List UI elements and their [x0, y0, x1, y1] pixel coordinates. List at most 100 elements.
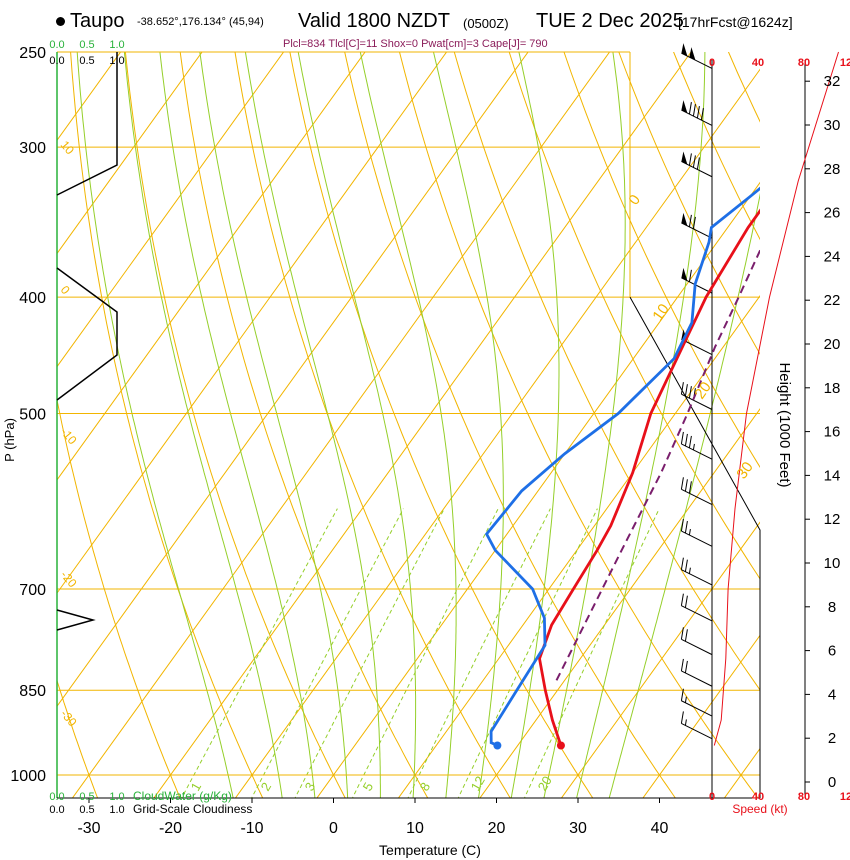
- wind-barb-staff: [681, 700, 713, 717]
- moist-adiabat-line: [543, 52, 626, 798]
- dry-adiabats: [57, 31, 850, 801]
- wind-barb-flag: [681, 212, 688, 226]
- sounding-series: [484, 186, 760, 750]
- isotherms: [57, 52, 760, 798]
- height-tick-label: 12: [824, 511, 841, 528]
- dry-adiabat-line: [618, 52, 760, 356]
- wind-barb-staff: [681, 109, 713, 126]
- pressure-tick-label: 300: [19, 140, 46, 157]
- mixing-ratio-lines: [181, 508, 660, 798]
- wind-barb-full: [688, 386, 692, 399]
- wind-barb-full: [696, 157, 700, 170]
- moist-adiabat-line: [159, 52, 316, 798]
- pressure-tick-label: 700: [19, 582, 46, 599]
- cloudiness-upper: [56, 52, 118, 196]
- pressure-tick-label: 400: [19, 290, 46, 307]
- wind-barb-staff: [681, 569, 713, 586]
- wind-barb-flag: [689, 47, 696, 61]
- moist-adiabat-line: [244, 52, 381, 798]
- isotherm-line: [71, 52, 611, 798]
- cloud-tick-top-black: 1.0: [109, 55, 124, 67]
- valid-zulu: (0500Z): [463, 16, 509, 31]
- cloud-tick-bottom-green: 0.5: [79, 791, 94, 803]
- speed-tick-label-bottom: 12: [840, 791, 850, 803]
- wind-barb-flag: [681, 43, 688, 57]
- mixing-ratio-label: 5: [360, 780, 377, 794]
- moist-adiabat-line: [608, 192, 760, 798]
- height-tick-label: 4: [828, 686, 836, 703]
- moist-adiabat-line: [432, 52, 504, 798]
- wind-barb-staff: [681, 638, 713, 656]
- speed-tick-label-top: 12: [840, 57, 850, 69]
- wind-barb-full: [684, 479, 688, 492]
- speed-axis-label: Speed (kt): [732, 802, 787, 816]
- series-temperature-line: [538, 208, 760, 746]
- dry-adiabat-line: [453, 52, 760, 691]
- wind-barb-full: [684, 559, 688, 572]
- wind-barb-full: [680, 658, 684, 672]
- title-row: Taupo -38.652°,176.134° (45,94) Valid 18…: [0, 6, 850, 38]
- isotherm-line: [153, 52, 692, 798]
- wind-barb-full: [684, 595, 688, 608]
- dry-adiabat-line: [508, 52, 760, 580]
- wind-panel-border: [629, 296, 761, 798]
- cloud-tick-bottom-black: 0.5: [79, 804, 94, 816]
- cloud-water-label: CloudWater (g/Kg): [133, 789, 232, 803]
- wind-barb-full: [684, 384, 688, 397]
- wind-barb-full: [684, 660, 688, 674]
- wind-barb-full: [680, 557, 684, 570]
- dry-adiabat-line: [57, 678, 99, 798]
- isotherm-line: [57, 52, 203, 255]
- x-tick-label: 20: [488, 820, 506, 837]
- dry-adiabat-line: [673, 52, 760, 241]
- wind-barb-staff: [681, 722, 713, 740]
- speed-tick-label-bottom: 80: [798, 791, 810, 803]
- series-dewpoint-line: [484, 186, 760, 747]
- wind-barb-full: [692, 216, 696, 229]
- dry-adiabat-line: [57, 397, 181, 798]
- isotherm-line: [57, 52, 529, 708]
- pressure-tick-label: 250: [19, 45, 46, 62]
- wind-barb-full: [688, 102, 692, 115]
- isotherm-label-left: -10: [58, 425, 80, 448]
- wind-barb-half: [684, 719, 687, 726]
- wind-barb-staff: [681, 52, 713, 69]
- wind-barb-full: [688, 435, 692, 448]
- moist-adiabats: [76, 52, 760, 798]
- wind-barb-half: [684, 696, 687, 703]
- height-tick-label: 32: [824, 73, 841, 90]
- mixing-ratio-line: [294, 508, 445, 798]
- cloud-tick-top-black: 0.5: [79, 55, 94, 67]
- dry-adiabat-line: [828, 31, 850, 801]
- isotherm-label-left: 0: [58, 283, 73, 297]
- forecast-info: [17hrFcst@1624z]: [678, 14, 793, 30]
- wind-barb-full: [692, 104, 696, 117]
- cloud-tick-top-green: 0.5: [79, 39, 94, 51]
- mixing-ratio-line: [457, 508, 598, 798]
- mixing-ratio-line: [251, 508, 404, 798]
- height-tick-label: 16: [824, 424, 841, 441]
- cloud-tick-bottom-green: 1.0: [109, 791, 124, 803]
- valid-time: Valid 1800 NZDT: [298, 10, 450, 32]
- wind-barb-full: [688, 153, 692, 166]
- height-tick-label: 30: [824, 117, 841, 134]
- wind-barb-staff: [681, 605, 713, 622]
- cloud-tick-bottom-black: 1.0: [109, 804, 124, 816]
- mixing-ratio-label: 8: [417, 780, 434, 794]
- site-name: Taupo: [70, 10, 125, 32]
- isotherm-line: [57, 52, 448, 594]
- isotherm-label: 20: [691, 379, 714, 402]
- wind-barb-full: [680, 711, 684, 724]
- moist-adiabat-line: [576, 52, 706, 798]
- cloud-tick-top-green: 1.0: [109, 39, 124, 51]
- wind-barb-full: [680, 518, 684, 532]
- pressure-tick-label: 850: [19, 683, 46, 700]
- wind-speed-profile: [713, 51, 839, 746]
- isotherm-line: [234, 68, 760, 798]
- dry-adiabat-line: [234, 52, 511, 798]
- wind-barb-full: [680, 382, 684, 395]
- wind-barb-half: [688, 567, 691, 574]
